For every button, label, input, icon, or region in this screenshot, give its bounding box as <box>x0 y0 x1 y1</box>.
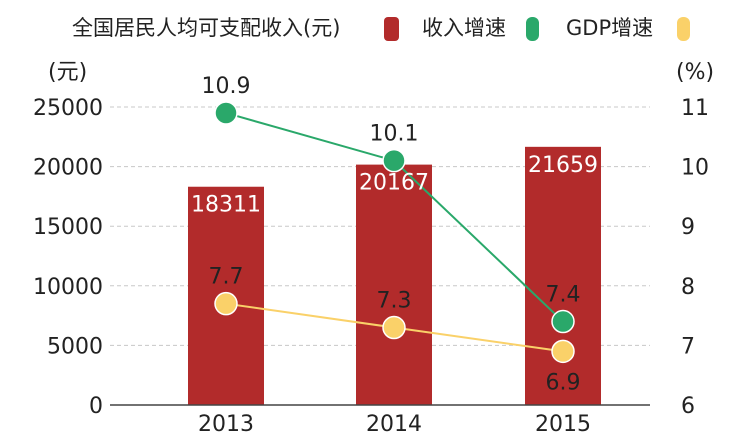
x-tick-2015: 2015 <box>535 412 591 437</box>
gdp-growth-label-2013: 7.7 <box>209 265 244 290</box>
income-growth-label-2014: 10.1 <box>370 122 419 147</box>
legend-label-gdp-growth: GDP增速 <box>566 16 654 40</box>
bar-2014 <box>356 164 432 405</box>
y-right-tick-8: 8 <box>681 275 695 300</box>
bar-label-2014: 20167 <box>359 171 429 196</box>
legend-label-income-growth: 收入增速 <box>422 16 506 40</box>
y-left-tick-0: 0 <box>89 394 103 419</box>
y-left-tick-10000: 10000 <box>33 275 103 300</box>
bar-series <box>188 146 601 406</box>
y-left-unit-label: (元) <box>48 60 87 85</box>
x-tick-2013: 2013 <box>198 412 254 437</box>
bar-label-2013: 18311 <box>191 193 261 218</box>
legend-item-income-growth: 收入增速 <box>422 12 506 44</box>
data-labels: 18311 20167 21659 10.9 10.1 7.4 7.7 7.3 6.9 <box>191 74 598 395</box>
income-growth-label-2013: 10.9 <box>202 74 251 99</box>
legend-swatch-income <box>384 17 399 41</box>
income-growth-point-2014 <box>382 148 406 173</box>
gdp-growth-point-2014 <box>382 315 406 340</box>
gdp-growth-label-2014: 7.3 <box>377 289 412 314</box>
gdp-growth-point-2015 <box>551 339 575 364</box>
y-left-tick-15000: 15000 <box>33 215 103 240</box>
x-tick-2014: 2014 <box>366 412 422 437</box>
y-left-tick-5000: 5000 <box>47 334 103 359</box>
income-growth-point-2015 <box>551 309 575 334</box>
legend-label-income: 全国居民人均可支配收入(元) <box>72 16 341 40</box>
line-series <box>214 101 575 364</box>
axes: 0 5000 10000 15000 20000 25000 6 7 8 9 10 11 2013 201… <box>33 60 714 437</box>
y-right-tick-10: 10 <box>681 156 709 181</box>
legend-swatch-gdp-growth <box>677 17 690 41</box>
legend-swatch-income-growth <box>526 17 539 41</box>
bar-2015 <box>525 146 601 406</box>
legend-item-gdp-growth: GDP增速 <box>566 12 653 44</box>
legend-item-income: 全国居民人均可支配收入(元) <box>72 12 340 44</box>
gdp-growth-point-2013 <box>214 291 238 316</box>
y-right-tick-11: 11 <box>681 96 709 121</box>
y-right-tick-9: 9 <box>681 215 695 240</box>
income-growth-label-2015: 7.4 <box>546 283 581 308</box>
legend: 全国居民人均可支配收入(元) 收入增速 GDP增速 <box>0 12 750 46</box>
y-right-tick-7: 7 <box>681 334 695 359</box>
bar-label-2015: 21659 <box>528 153 598 178</box>
y-right-unit-label: (%) <box>676 60 714 85</box>
y-right-tick-6: 6 <box>681 394 695 419</box>
y-left-tick-20000: 20000 <box>33 156 103 181</box>
gdp-growth-label-2015: 6.9 <box>546 370 581 395</box>
income-growth-point-2013 <box>214 101 238 125</box>
y-left-tick-25000: 25000 <box>33 96 103 121</box>
